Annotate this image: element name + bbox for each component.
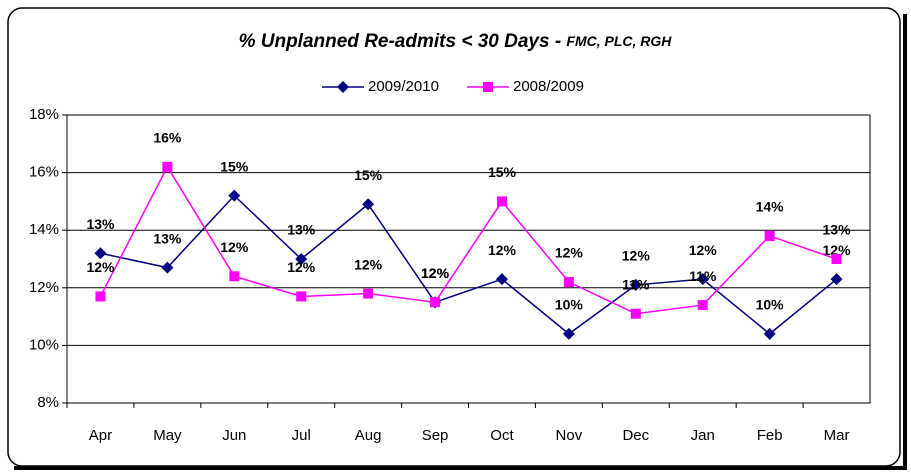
data-label: 12% [555,245,584,261]
data-label: 12% [86,259,115,275]
x-tick-label: Sep [422,427,449,444]
marker [94,247,107,260]
marker [296,291,307,302]
marker [229,271,240,282]
data-label: 16% [153,130,182,146]
marker [764,230,775,241]
marker [228,189,241,202]
marker [295,253,308,265]
y-tick-label: 18% [29,106,59,123]
data-label: 12% [689,242,718,258]
marker [362,198,375,211]
x-tick-label: Jul [292,427,311,444]
x-tick-label: May [153,427,182,444]
marker [496,196,507,207]
y-tick-label: 8% [37,394,59,411]
marker [697,300,708,311]
marker [162,161,173,172]
marker [763,327,776,340]
data-label: 15% [354,167,383,183]
marker [563,277,574,288]
marker [830,273,843,286]
marker [483,82,493,92]
chart-title: % Unplanned Re-admits < 30 Days - FMC, P… [239,31,673,52]
marker [696,273,709,286]
marker [430,297,441,308]
data-label: 13% [823,222,852,238]
data-label: 12% [354,256,383,272]
data-label: 12% [421,265,450,281]
marker [831,254,842,264]
marker [495,273,508,286]
data-label: 15% [488,164,517,180]
x-tick-label: Oct [490,427,514,444]
marker [562,327,575,340]
series-line [99,165,837,315]
data-label: 13% [86,216,115,232]
data-label: 12% [287,259,316,275]
data-label: 10% [555,297,584,313]
x-tick-label: Mar [824,427,850,444]
y-tick-label: 12% [29,279,59,296]
data-label: 12% [823,242,852,258]
y-tick-label: 14% [29,221,59,238]
marker [363,288,374,299]
data-label: 11% [622,276,650,292]
legend-label: 2009/2010 [368,78,439,95]
marker [630,308,641,319]
y-tick-label: 16% [29,164,59,181]
x-tick-label: Aug [355,427,382,444]
series: 12% 16% 12% 12% 12% 12% 15% 12% 11% 11% 14% 13% [86,130,851,319]
data-label: 12% [488,242,517,258]
x-tick-label: Jan [691,427,715,444]
data-label: 13% [153,230,182,246]
data-label: 15% [220,158,249,174]
frame-shadow [903,14,907,469]
title-suffix: FMC, PLC, RGH [566,33,672,49]
data-label: 12% [622,248,651,264]
data-label: 11% [689,268,717,284]
data-label: 12% [220,239,249,255]
legend-label: 2008/2009 [513,78,584,95]
marker [337,81,349,93]
marker [629,278,642,291]
x-tick-label: Apr [89,427,112,444]
series-line [100,194,838,335]
marker [161,261,174,274]
frame-shadow [14,466,907,470]
x-tick-label: Feb [757,427,783,444]
title-main: % Unplanned Re-admits < 30 Days - [239,31,567,52]
data-label: 13% [287,222,316,238]
x-tick-label: Jun [222,427,246,444]
marker [95,291,106,302]
data-label: 12% [421,265,450,281]
data-label: 14% [756,199,785,215]
data-label: 10% [756,297,785,313]
x-tick-label: Dec [622,427,649,444]
x-tick-label: Nov [556,427,583,444]
y-tick-label: 10% [29,336,59,353]
